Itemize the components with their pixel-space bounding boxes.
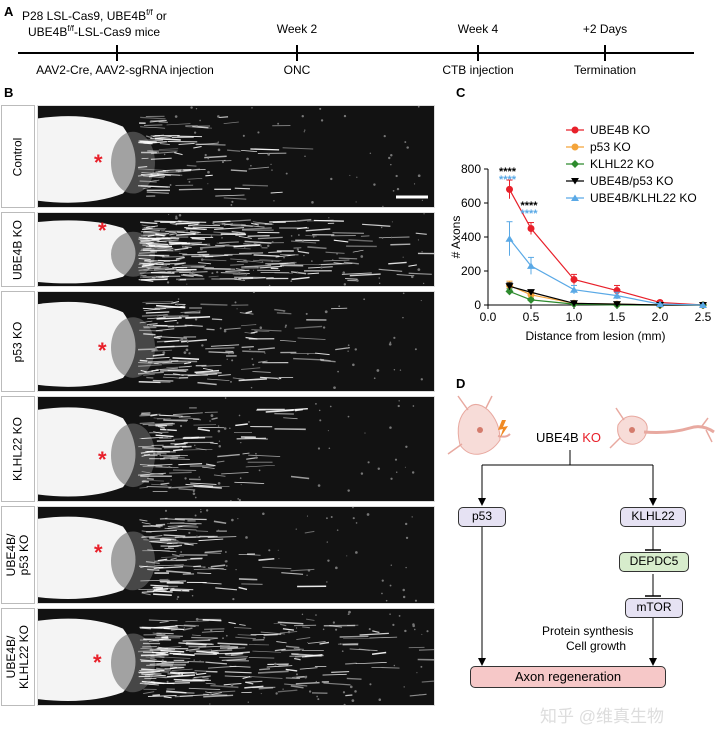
- row-label-6: UBE4B/KLHL22 KO: [1, 608, 35, 706]
- lesion-star-2: *: [98, 218, 107, 243]
- klhl22-node: KLHL22: [620, 507, 686, 527]
- series-line-5: [509, 238, 704, 306]
- y-tick-label: 800: [461, 162, 481, 176]
- lesion-star-1: *: [94, 150, 103, 175]
- timeline-cohort-line2: UBE4Bf/f-LSL-Cas9 mice: [28, 24, 161, 39]
- legend-label-4: UBE4B/p53 KO: [590, 174, 673, 188]
- p53-node: p53: [458, 507, 506, 527]
- row-label-4: KLHL22 KO: [1, 396, 35, 502]
- legend-label-1: UBE4B KO: [590, 123, 650, 137]
- lightning-icon: [498, 420, 508, 438]
- timeline-ctb-label: CTB injection: [442, 63, 514, 77]
- data-point: [505, 287, 514, 296]
- depdc5-node: DEPDC5: [619, 552, 689, 572]
- data-point: [613, 301, 621, 308]
- legend-marker: [571, 143, 579, 151]
- lesion-star-6: *: [93, 650, 102, 675]
- neuron-right-icon: [609, 407, 715, 449]
- data-point: [613, 292, 621, 299]
- lesion-star-5: *: [94, 540, 103, 565]
- watermark: 知乎 @维真生物: [540, 707, 664, 726]
- x-tick-label: 1.0: [566, 310, 583, 324]
- timeline-cohort-line1: P28 LSL-Cas9, UBE4Bf/f or: [22, 8, 167, 23]
- data-point: [505, 283, 514, 290]
- x-tick-label: 0.0: [480, 310, 497, 324]
- timeline-plus2days: +2 Days: [582, 22, 628, 36]
- legend-marker: [571, 178, 579, 185]
- lesion-star-4: *: [98, 447, 107, 472]
- mtor-node: mTOR: [625, 598, 683, 618]
- row-label-line2: p53 KO: [17, 534, 31, 576]
- neuron-left-icon: [447, 395, 511, 455]
- timeline-injection-label: AAV2-Cre, AAV2-sgRNA injection: [36, 63, 214, 77]
- data-point: [570, 300, 578, 307]
- micrograph-6: [37, 608, 435, 706]
- row-label-2: UBE4B KO: [1, 212, 35, 287]
- data-point: [570, 286, 578, 293]
- ube4b-ko-label: UBE4B KO: [534, 430, 604, 445]
- data-point: [506, 185, 513, 193]
- lesion-star-3: *: [98, 338, 107, 363]
- row-label-line2: KLHL22 KO: [17, 624, 31, 690]
- data-point: [505, 235, 514, 242]
- y-tick-label: 400: [461, 230, 481, 244]
- significance-marker: ****: [499, 174, 517, 186]
- significance-marker: ****: [499, 166, 517, 178]
- row-label-3: p53 KO: [1, 291, 35, 392]
- data-point: [570, 276, 578, 283]
- timeline-onc-label: ONC: [283, 63, 311, 77]
- significance-marker: ****: [520, 208, 538, 220]
- data-point: [699, 301, 707, 308]
- y-tick-label: 0: [474, 298, 481, 312]
- axon-regeneration-node: Axon regeneration: [470, 666, 666, 688]
- legend-marker: [571, 126, 579, 134]
- row-label-5: UBE4B/p53 KO: [1, 506, 35, 604]
- legend-label-2: p53 KO: [590, 140, 631, 154]
- series-line-4: [509, 285, 703, 306]
- micrograph-5: [37, 506, 435, 604]
- legend-marker: [571, 160, 579, 168]
- data-point: [527, 225, 535, 232]
- y-axis-label: # Axons: [449, 216, 463, 259]
- x-tick-label: 1.5: [609, 310, 626, 324]
- significance-marker: ****: [520, 200, 538, 212]
- protein-synthesis-note: Protein synthesis: [542, 624, 634, 638]
- micrograph-1: [37, 105, 435, 208]
- legend-marker: [571, 194, 579, 201]
- timeline-axis: [18, 45, 694, 61]
- data-point: [527, 289, 535, 296]
- series-line-1: [508, 189, 704, 306]
- axon-count-chart: 0.0 0.5 1.0 1.5 2.0 2.5 0 200 400 600 800 Distance …: [449, 123, 712, 343]
- micrograph-4: [37, 396, 435, 502]
- panel-label-b: B: [4, 85, 14, 100]
- row-label-1: Control: [1, 105, 35, 208]
- micrograph-3: [37, 291, 435, 392]
- x-tick-label: 2.5: [695, 310, 712, 324]
- panel-label-a: A: [4, 4, 14, 19]
- panel-label-c: C: [456, 85, 466, 100]
- x-tick-label: 2.0: [652, 310, 669, 324]
- timeline-termination-label: Termination: [573, 63, 637, 77]
- data-point: [656, 300, 664, 308]
- x-axis-label: Distance from lesion (mm): [525, 329, 665, 343]
- timeline-week2: Week 2: [276, 22, 318, 36]
- panel-label-d: D: [456, 376, 466, 391]
- legend-label-3: KLHL22 KO: [590, 157, 654, 171]
- legend-label-5: UBE4B/KLHL22 KO: [590, 191, 697, 205]
- timeline-week4: Week 4: [457, 22, 499, 36]
- data-point: [527, 262, 535, 269]
- y-tick-label: 200: [461, 264, 481, 278]
- data-point: [527, 295, 535, 304]
- y-tick-label: 600: [461, 196, 481, 210]
- cell-growth-note: Cell growth: [566, 639, 627, 653]
- pathway-diagram-lines: [447, 395, 715, 666]
- micrograph-2: [37, 212, 435, 287]
- x-tick-label: 0.5: [523, 310, 540, 324]
